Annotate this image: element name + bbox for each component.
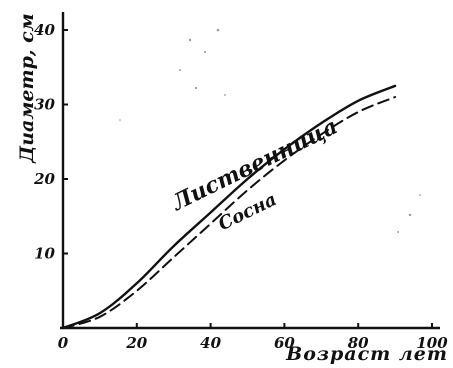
series-line-larch (61, 84, 397, 330)
y-axis-title: Диаметр, см (16, 13, 38, 163)
y-tick-label: 10 (34, 245, 55, 263)
series-layer (61, 84, 397, 330)
x-tick-label: 20 (125, 334, 147, 352)
paper-specks (119, 28, 421, 233)
x-tick-label: 100 (416, 334, 448, 352)
x-axis-title: Возраст лет (285, 343, 448, 365)
y-tick-label: 30 (34, 96, 55, 114)
x-tick-label: 80 (348, 334, 369, 352)
x-tick-label: 60 (274, 334, 295, 352)
axis-tick-labels: 0 20 40 60 80 100 10 20 30 40 (33, 21, 448, 352)
series-label-pine: Сосна (215, 189, 280, 235)
y-tick-label: 20 (33, 170, 55, 188)
x-tick-label: 0 (58, 334, 69, 352)
y-tick-label: 40 (34, 21, 55, 39)
axis-ticks (63, 29, 433, 328)
x-tick-label: 40 (200, 334, 221, 352)
series-line-pine (62, 96, 397, 329)
